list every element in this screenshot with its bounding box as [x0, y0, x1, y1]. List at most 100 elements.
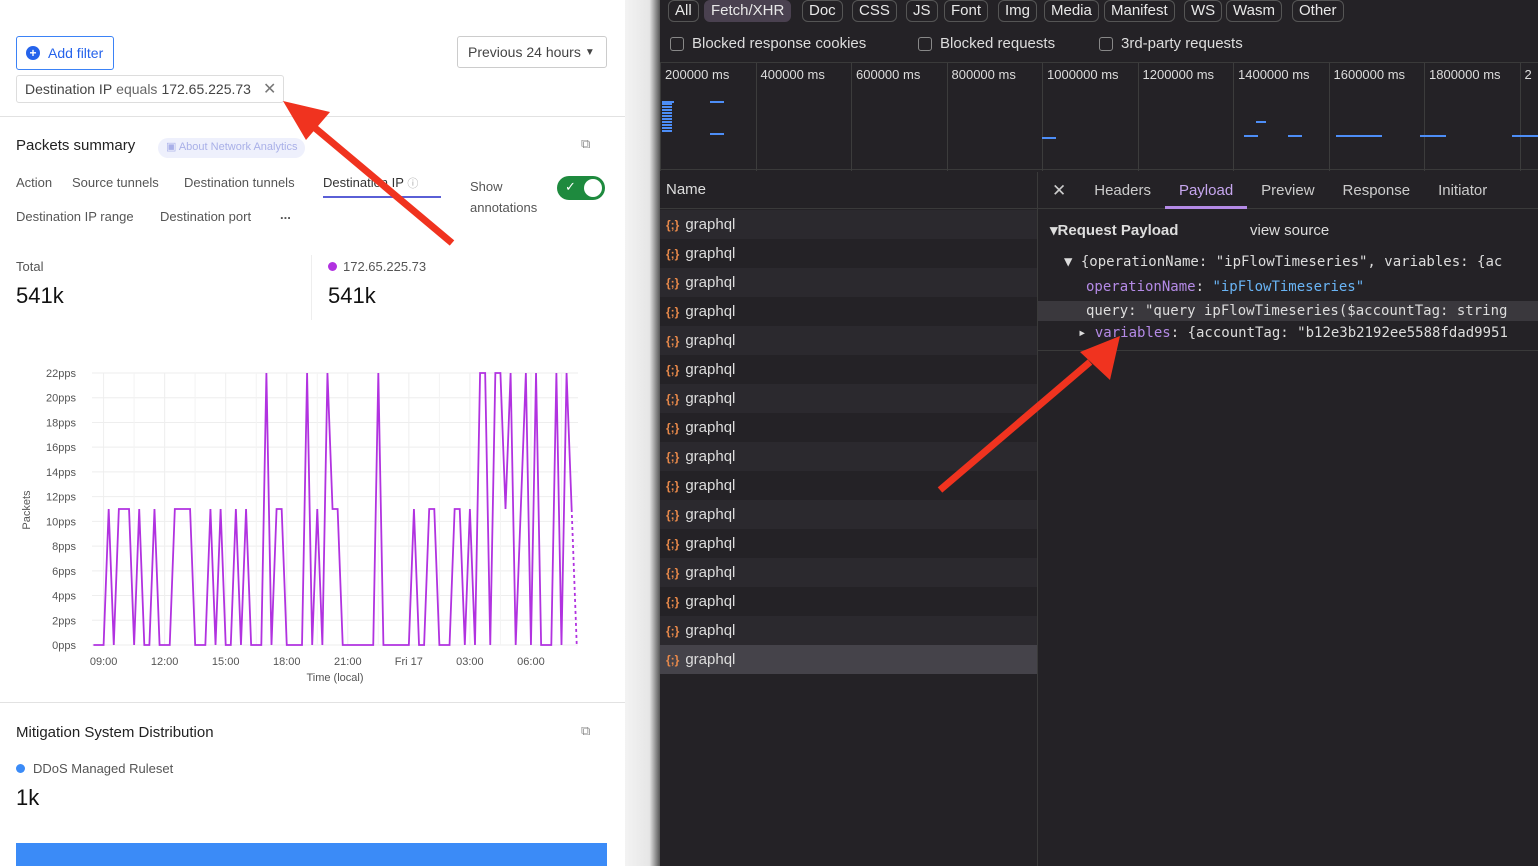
tab-initiator[interactable]: Initiator	[1438, 181, 1488, 199]
xhr-icon: {;}	[666, 652, 680, 667]
timeline-bar	[1420, 135, 1446, 137]
timeline-tick: 1000000 ms	[1042, 63, 1119, 171]
xhr-icon: {;}	[666, 333, 680, 348]
view-source-link[interactable]: view source	[1250, 222, 1330, 239]
add-filter-button[interactable]: + Add filter	[16, 36, 114, 70]
timeline-tick: 1800000 ms	[1424, 63, 1501, 171]
x-tick-label: 12:00	[151, 656, 179, 668]
filter-chip[interactable]: Destination IP equals 172.65.225.73 ✕	[16, 75, 284, 103]
window-gap	[625, 0, 660, 866]
book-icon: ▣	[166, 141, 179, 153]
xhr-icon: {;}	[666, 565, 680, 580]
xhr-icon: {;}	[666, 507, 680, 522]
request-row[interactable]: {;} graphql	[660, 471, 1037, 500]
tab-preview[interactable]: Preview	[1261, 181, 1315, 199]
timeline-bar	[662, 109, 672, 111]
filter-fetch-xhr[interactable]: Fetch/XHR	[704, 0, 792, 22]
blocked-cookies-checkbox[interactable]: Blocked response cookies	[670, 35, 866, 52]
request-row[interactable]: {;} graphql	[660, 384, 1037, 413]
mitigation-legend: DDoS Managed Ruleset	[16, 761, 173, 776]
request-row[interactable]: {;} graphql	[660, 297, 1037, 326]
series-dot	[328, 262, 337, 271]
tab-response[interactable]: Response	[1342, 181, 1411, 199]
filter-other[interactable]: Other	[1292, 0, 1344, 22]
tab-source-tunnels[interactable]: Source tunnels	[72, 175, 159, 190]
timeline-bar	[662, 121, 672, 123]
filter-all[interactable]: All	[668, 0, 699, 22]
series-value: 541k	[328, 283, 376, 308]
close-detail-button[interactable]: ✕	[1052, 180, 1067, 200]
about-link[interactable]: ▣ About Network Analytics	[158, 138, 306, 158]
timeline-bar	[662, 115, 672, 117]
tab-action[interactable]: Action	[16, 175, 53, 190]
timeline-bar	[1256, 121, 1266, 123]
tab-headers[interactable]: Headers	[1094, 181, 1151, 199]
tab-destination-ip[interactable]: Destination IP ⓘ	[323, 175, 441, 198]
y-tick-label: 22pps	[46, 368, 76, 380]
expand-icon[interactable]: ⧉	[581, 136, 591, 151]
expand-icon[interactable]: ⧉	[581, 723, 591, 738]
request-row[interactable]: {;} graphql	[660, 355, 1037, 384]
tab-destination-port[interactable]: Destination port	[160, 209, 252, 224]
payload-query[interactable]: query: "query ipFlowTimeseries($accountT…	[1038, 301, 1538, 321]
filter-wasm[interactable]: Wasm	[1226, 0, 1282, 22]
filter-media[interactable]: Media	[1044, 0, 1099, 22]
x-tick-label: 21:00	[334, 656, 362, 668]
request-row[interactable]: {;} graphql	[660, 326, 1037, 355]
request-row[interactable]: {;} graphql	[660, 616, 1037, 645]
filter-font[interactable]: Font	[944, 0, 989, 22]
name-column-header[interactable]: Name	[660, 172, 1037, 209]
request-row[interactable]: {;} graphql	[660, 500, 1037, 529]
tab-destination-ip-range[interactable]: Destination IP range	[16, 209, 134, 224]
timeline-bar	[710, 133, 724, 135]
packets-chart: 0pps 2pps 4pps 6pps 8pps 10pps 12pps 14pps 16pps…	[21, 368, 578, 684]
timeline-bar	[1512, 135, 1538, 137]
xhr-icon: {;}	[666, 594, 680, 609]
payload-section-toggle[interactable]: ▾Request Payload	[1050, 222, 1179, 239]
blocked-requests-checkbox[interactable]: Blocked requests	[918, 35, 1055, 52]
request-row[interactable]: {;} graphql	[660, 587, 1037, 616]
show-annotations-toggle[interactable]: ✓	[557, 176, 605, 200]
filter-js[interactable]: JS	[906, 0, 938, 22]
request-row[interactable]: {;} graphql	[660, 239, 1037, 268]
x-axis-label: Time (local)	[306, 672, 363, 684]
timeline-tick: 1200000 ms	[1137, 63, 1214, 171]
request-row[interactable]: {;} graphql	[660, 413, 1037, 442]
total-value: 541k	[16, 283, 64, 308]
filter-manifest[interactable]: Manifest	[1104, 0, 1175, 22]
request-row[interactable]: {;} graphql	[660, 210, 1037, 239]
detail-tabs: ✕ Headers Payload Preview Response Initiator	[1038, 172, 1538, 209]
time-range-select[interactable]: Previous 24 hours ▼	[457, 36, 607, 68]
third-party-checkbox[interactable]: 3rd-party requests	[1099, 35, 1243, 52]
request-row[interactable]: {;} graphql	[660, 558, 1037, 587]
tab-payload[interactable]: Payload	[1164, 172, 1248, 209]
request-row[interactable]: {;} graphql	[660, 442, 1037, 471]
timeline-bar	[662, 106, 672, 108]
y-tick-label: 12pps	[46, 492, 76, 504]
xhr-icon: {;}	[666, 449, 680, 464]
timeline-bar	[710, 101, 724, 103]
request-row[interactable]: {;} graphql	[660, 268, 1037, 297]
filter-img[interactable]: Img	[998, 0, 1038, 22]
show-annotations-label: Show annotations	[470, 179, 538, 215]
filter-ws[interactable]: WS	[1184, 0, 1223, 22]
xhr-icon: {;}	[666, 246, 680, 261]
request-row[interactable]: {;} graphql	[660, 645, 1037, 674]
payload-variables[interactable]: ▸ variables: {accountTag: "b12e3b2192ee5…	[1078, 325, 1508, 341]
more-tabs-button[interactable]: ...	[280, 207, 291, 222]
request-row[interactable]: {;} graphql	[660, 529, 1037, 558]
plus-icon: +	[26, 46, 40, 60]
filter-css[interactable]: CSS	[852, 0, 897, 22]
close-icon[interactable]: ✕	[262, 81, 277, 98]
payload-summary[interactable]: ▼ {operationName: "ipFlowTimeseries", va…	[1064, 254, 1503, 270]
timeline-bar	[662, 101, 674, 103]
x-tick-label: Fri 17	[395, 656, 423, 668]
tab-destination-tunnels[interactable]: Destination tunnels	[184, 175, 295, 190]
timeline-bar	[662, 112, 672, 114]
timeline-tick: 1600000 ms	[1328, 63, 1405, 171]
filter-doc[interactable]: Doc	[802, 0, 843, 22]
y-tick-label: 4pps	[52, 591, 76, 603]
network-timeline-overview[interactable]: 200000 ms 400000 ms 600000 ms 800000 ms 1000…	[660, 62, 1538, 171]
y-tick-label: 10pps	[46, 516, 76, 528]
timeline-tick: 400000 ms	[755, 63, 825, 171]
